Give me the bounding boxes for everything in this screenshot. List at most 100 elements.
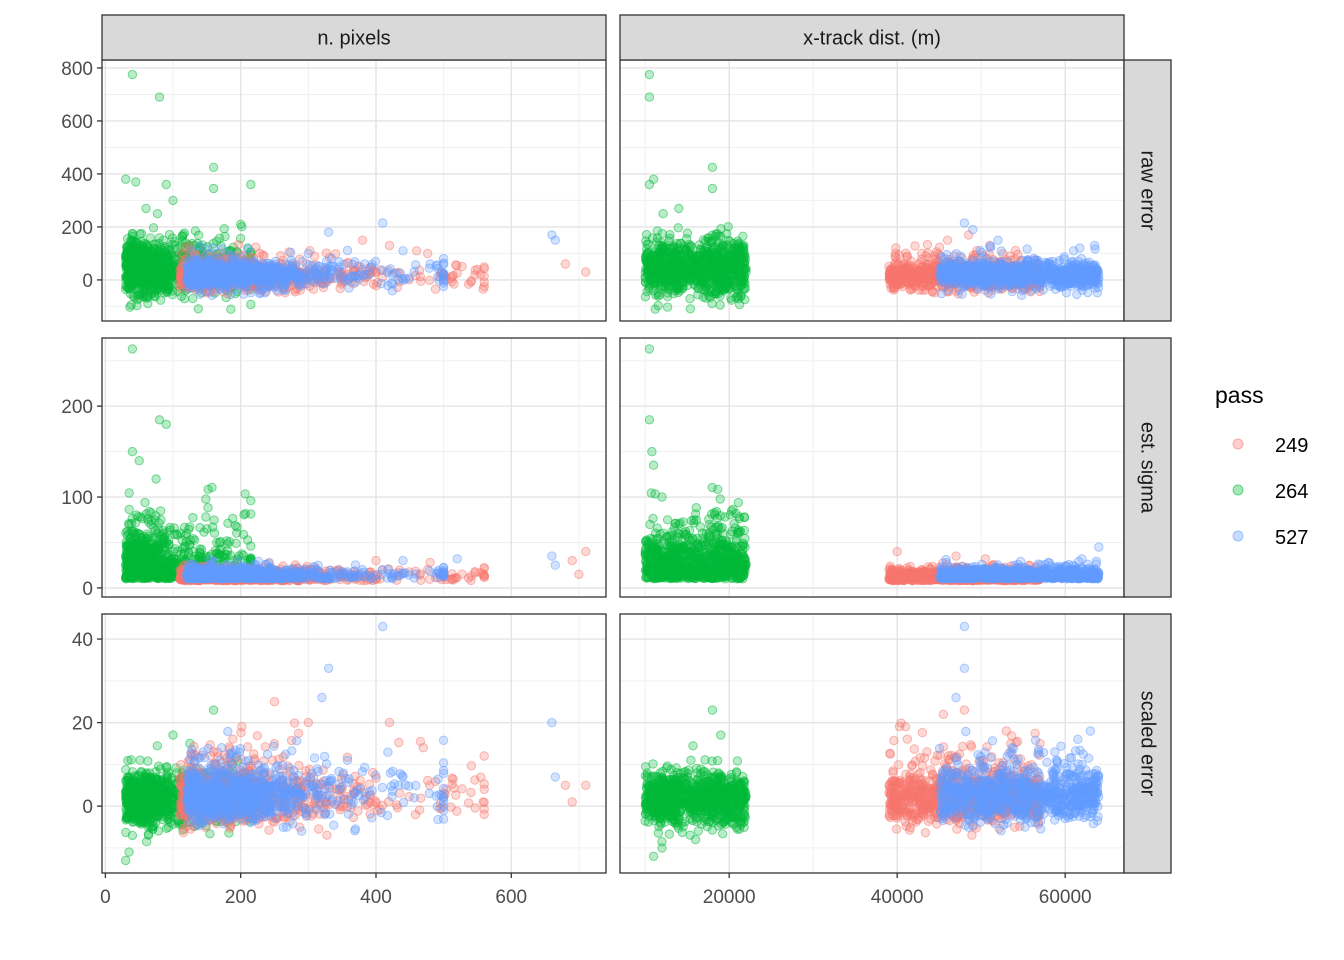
point-249 [452, 268, 462, 278]
point-527 [309, 264, 320, 275]
point-249 [892, 260, 903, 270]
point-249 [472, 264, 483, 274]
point-527 [198, 252, 208, 262]
point-264 [698, 292, 708, 302]
point-249 [581, 267, 591, 277]
point-264 [157, 264, 168, 275]
point-264 [706, 284, 716, 294]
point-264 [733, 246, 743, 256]
point-527 [282, 267, 293, 277]
point-264 [718, 257, 728, 267]
point-249 [942, 235, 953, 245]
point-264 [662, 302, 673, 312]
point-527 [205, 262, 216, 272]
point-249 [902, 273, 912, 283]
point-527 [208, 243, 219, 253]
point-264 [127, 69, 138, 80]
point-527 [214, 254, 224, 264]
point-264 [219, 224, 229, 234]
point-264 [141, 203, 151, 214]
point-264 [685, 294, 695, 304]
point-264 [208, 162, 219, 173]
point-264 [737, 276, 747, 286]
point-264 [715, 300, 725, 310]
point-527 [243, 244, 253, 254]
point-249 [479, 281, 489, 292]
point-527 [301, 274, 311, 285]
point-264 [177, 231, 187, 242]
point-249 [915, 257, 925, 268]
point-527 [292, 272, 302, 282]
point-527 [323, 227, 334, 237]
point-264 [726, 293, 736, 303]
point-264 [133, 264, 143, 274]
point-264 [671, 259, 681, 270]
point-264 [727, 265, 737, 275]
point-264 [122, 234, 133, 244]
point-264 [642, 239, 652, 249]
point-264 [236, 219, 246, 230]
point-527 [195, 289, 205, 299]
point-527 [395, 268, 405, 278]
point-264 [702, 242, 712, 252]
point-527 [385, 264, 396, 274]
point-527 [186, 246, 197, 256]
panel-raw-error-npix [102, 60, 606, 321]
point-264 [733, 293, 744, 304]
point-249 [424, 275, 435, 285]
point-527 [348, 259, 358, 269]
point-264 [658, 264, 669, 275]
point-527 [364, 269, 375, 280]
point-527 [425, 259, 435, 269]
point-264 [661, 241, 671, 252]
point-527 [216, 268, 226, 278]
point-264 [653, 300, 663, 311]
point-527 [340, 276, 351, 286]
point-264 [673, 223, 683, 233]
point-527 [398, 246, 408, 256]
point-527 [367, 259, 377, 269]
point-527 [240, 257, 250, 267]
point-264 [143, 292, 153, 303]
point-264 [246, 299, 256, 310]
point-264 [670, 285, 680, 296]
points [121, 69, 591, 314]
point-264 [707, 183, 718, 194]
point-527 [1022, 244, 1032, 254]
point-249 [430, 284, 441, 294]
point-249 [384, 240, 395, 251]
point-527 [185, 273, 196, 283]
point-264 [689, 279, 699, 289]
point-264 [657, 228, 667, 239]
point-264 [738, 231, 748, 242]
point-264 [656, 273, 666, 283]
point-249 [924, 280, 934, 291]
point-264 [194, 230, 204, 240]
point-527 [200, 243, 210, 253]
point-264 [126, 300, 136, 310]
point-249 [357, 235, 368, 245]
point-264 [694, 251, 704, 261]
point-527 [409, 267, 419, 277]
point-527 [207, 290, 217, 300]
point-264 [131, 177, 141, 187]
point-264 [674, 203, 684, 214]
point-527 [975, 245, 985, 256]
panel-raw-error-xtrack [620, 60, 1124, 321]
point-527 [438, 269, 449, 280]
point-264 [669, 271, 679, 281]
point-264 [152, 251, 162, 262]
point-249 [893, 279, 903, 290]
point-264 [711, 248, 721, 258]
point-527 [286, 247, 296, 258]
point-264 [122, 248, 132, 259]
point-264 [685, 304, 696, 314]
point-264 [738, 254, 748, 264]
point-264 [723, 222, 733, 232]
point-264 [682, 234, 692, 244]
point-249 [923, 259, 934, 270]
point-264 [646, 254, 656, 264]
point-527 [334, 257, 344, 267]
point-264 [165, 265, 176, 275]
point-264 [246, 179, 256, 190]
